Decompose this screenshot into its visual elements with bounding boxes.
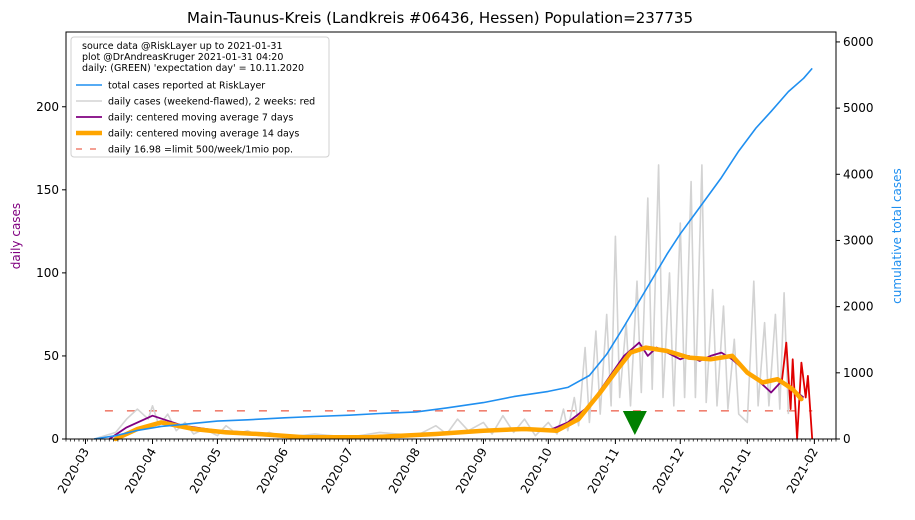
x-tick-label: 2020-06 — [254, 446, 291, 496]
x-tick-label: 2020-09 — [453, 446, 490, 496]
chart-title: Main-Taunus-Kreis (Landkreis #06436, Hes… — [187, 9, 693, 27]
y-left-tick-label: 0 — [51, 432, 59, 446]
y-right-tick-label: 5000 — [843, 101, 874, 115]
y-axis-label-left: daily cases — [9, 203, 23, 269]
x-tick-label: 2020-07 — [319, 446, 356, 496]
x-tick-label: 2021-02 — [784, 446, 821, 496]
total-cases-line — [93, 67, 813, 440]
legend-label: daily cases (weekend-flawed), 2 weeks: r… — [108, 97, 315, 108]
y-right-tick-label: 0 — [843, 432, 851, 446]
legend: source data @RiskLayer up to 2021-01-31p… — [70, 36, 330, 158]
legend-label: daily 16.98 =limit 500/week/1mio pop. — [108, 145, 293, 156]
legend-label: daily: centered moving average 14 days — [108, 129, 299, 140]
y-right-tick-label: 3000 — [843, 233, 874, 247]
y-left-tick-label: 200 — [36, 100, 59, 114]
x-tick-label: 2020-10 — [518, 446, 555, 496]
x-tick-label: 2020-03 — [55, 446, 92, 496]
x-tick-label: 2020-05 — [187, 446, 224, 496]
plot-lines — [93, 67, 814, 442]
daily-raw-line — [93, 164, 790, 440]
legend-note: daily: (GREEN) 'expectation day' = 10.11… — [82, 63, 304, 74]
y-left-tick-label: 100 — [36, 266, 59, 280]
legend-note: plot @DrAndreasKruger 2021-01-31 04:20 — [82, 52, 283, 63]
y-left-tick-label: 150 — [36, 183, 59, 197]
y-axis-label-right: cumulative total cases — [890, 168, 904, 304]
y-right-tick-label: 2000 — [843, 300, 874, 314]
legend-label: daily: centered moving average 7 days — [108, 113, 293, 124]
y-right-tick-label: 4000 — [843, 167, 874, 181]
ma14-line — [113, 345, 804, 442]
x-tick-label: 2020-04 — [122, 446, 159, 496]
legend-box — [70, 36, 330, 158]
y-right-tick-label: 6000 — [843, 35, 874, 49]
x-tick-label: 2020-08 — [386, 446, 423, 496]
legend-note: source data @RiskLayer up to 2021-01-31 — [82, 41, 283, 52]
y-left-tick-label: 50 — [44, 349, 59, 363]
y-right-tick-label: 1000 — [843, 366, 874, 380]
legend-label: total cases reported at RiskLayer — [108, 81, 265, 92]
x-tick-label: 2020-11 — [585, 446, 622, 496]
x-tick-label: 2020-12 — [650, 446, 687, 496]
x-tick-label: 2021-01 — [717, 446, 754, 496]
expectation-day-marker — [622, 411, 647, 435]
